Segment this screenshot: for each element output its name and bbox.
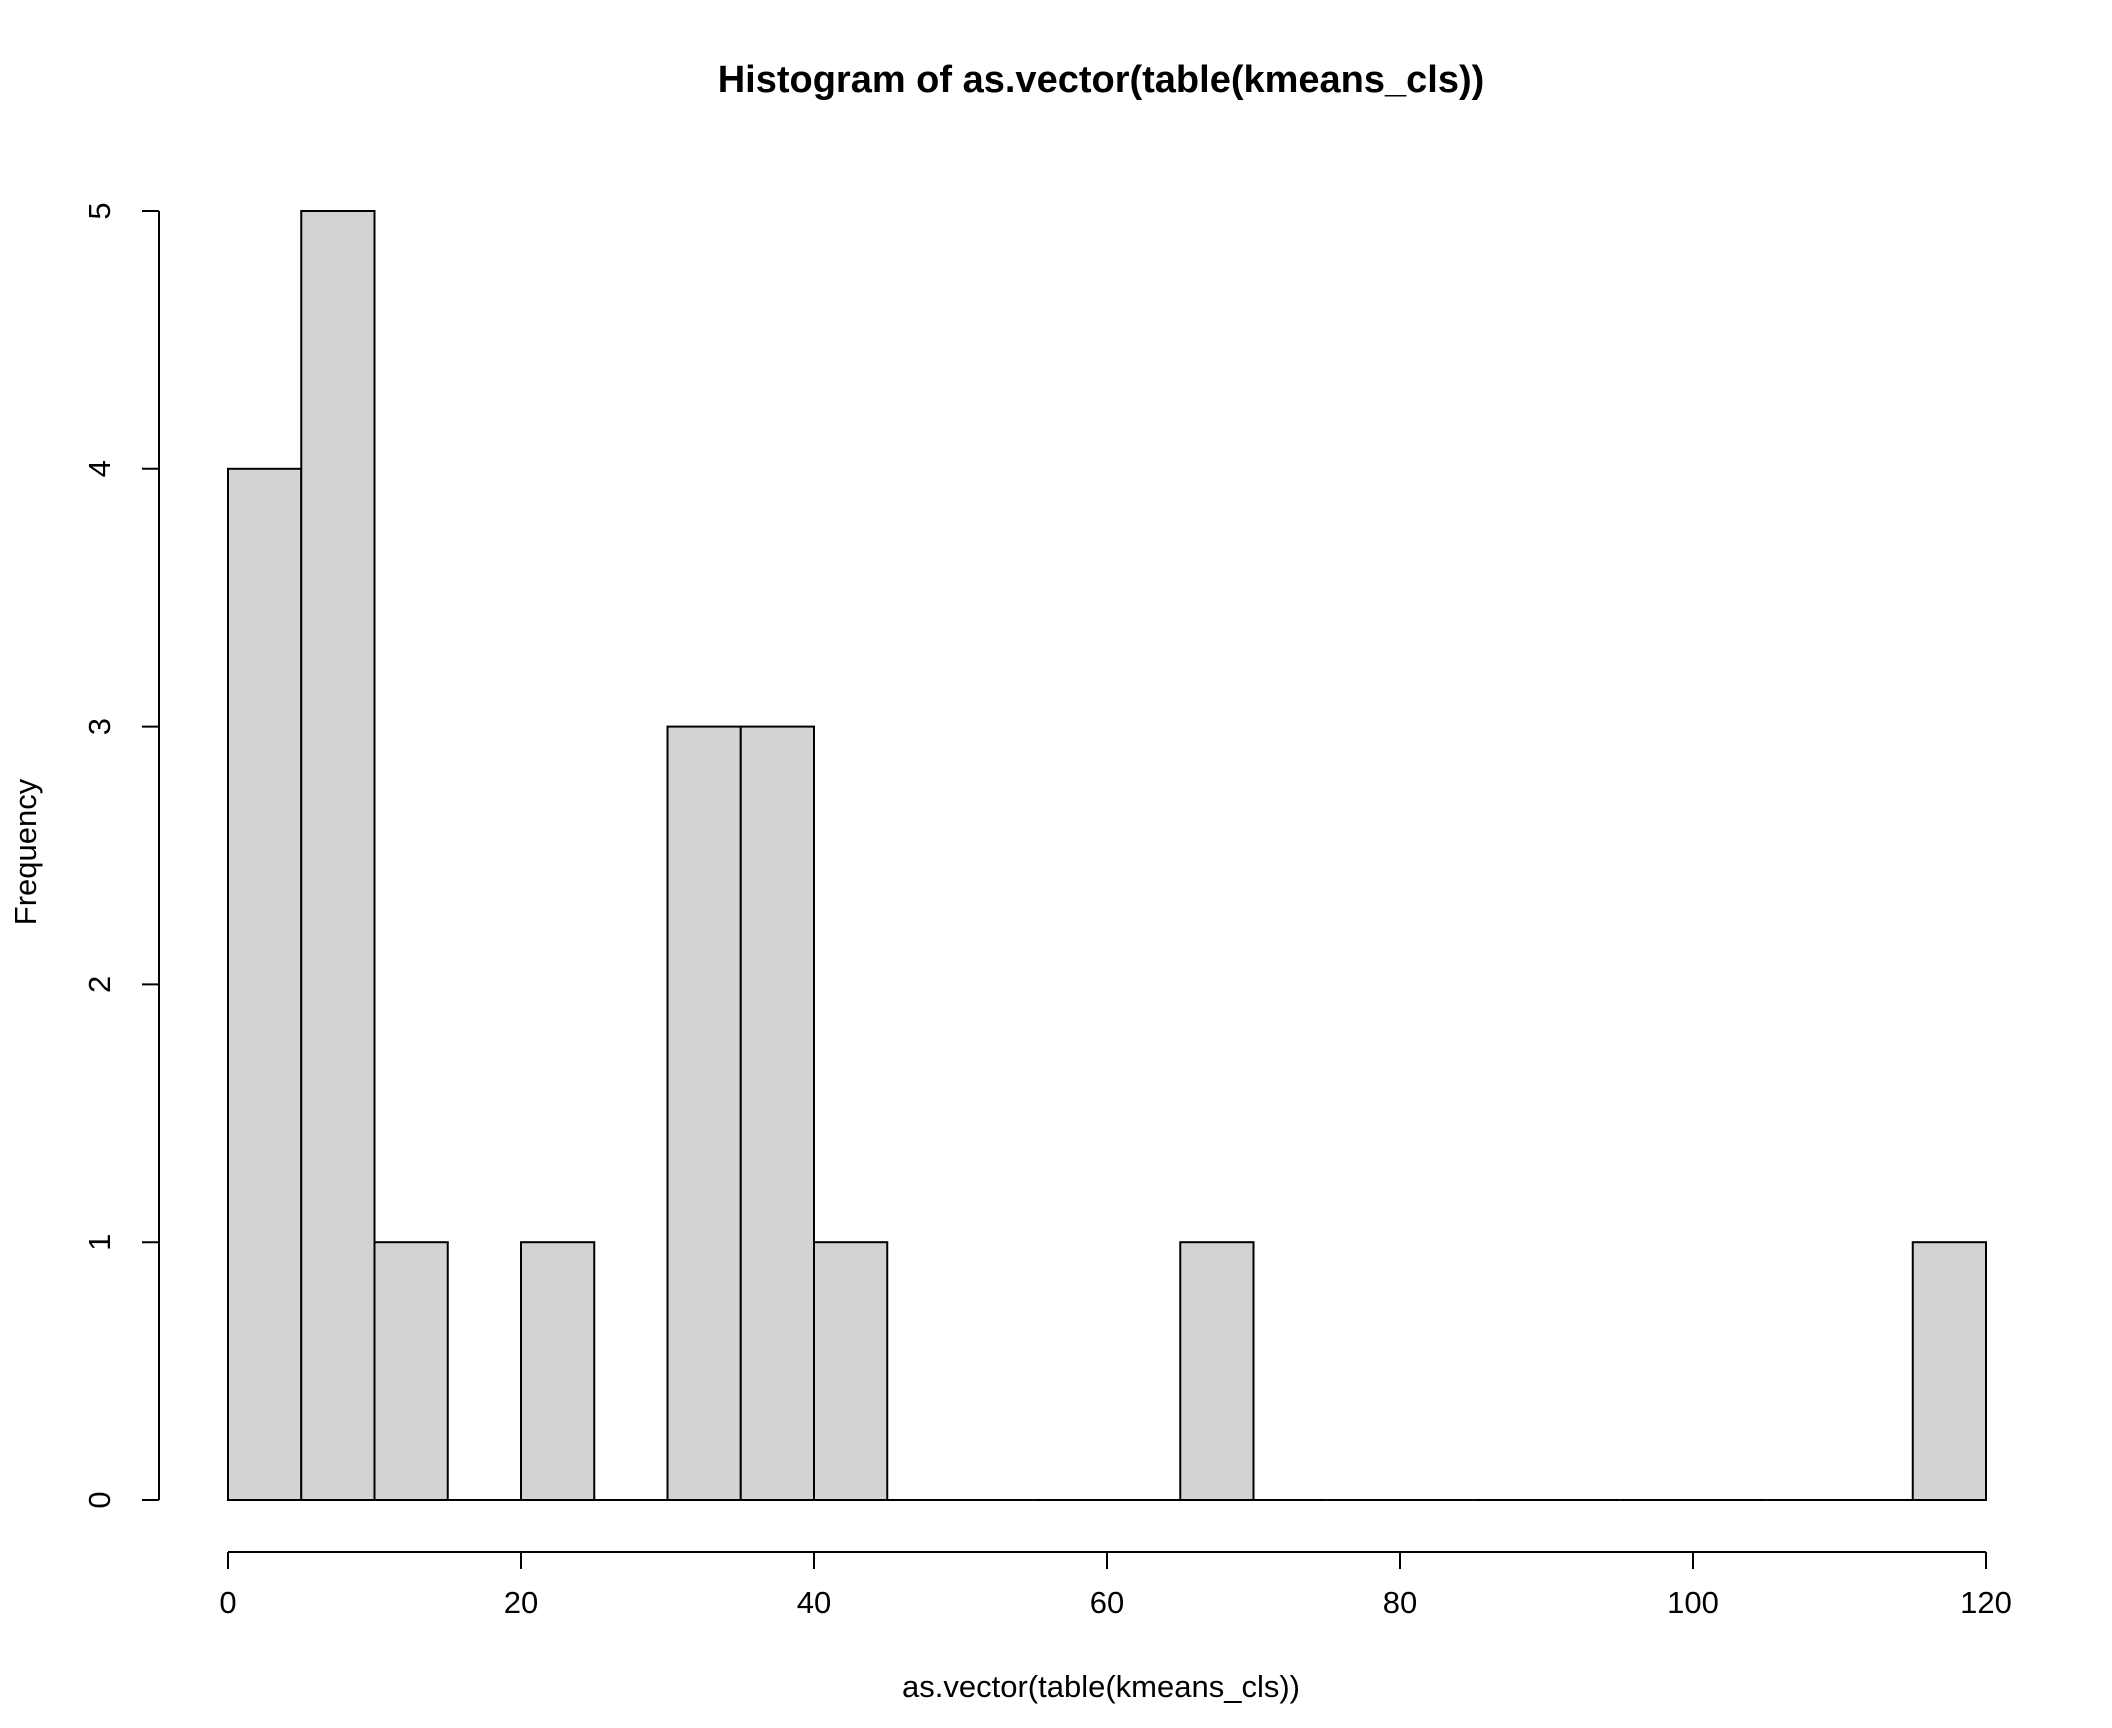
y-axis-label: Frequency [8,778,43,925]
x-tick-label: 0 [219,1585,236,1620]
y-tick-label: 2 [82,976,117,993]
histogram-bar-30-35 [666,725,742,1501]
histogram-bar-40-45 [813,1241,889,1501]
x-tick-label: 60 [1090,1585,1124,1620]
x-axis: 0 20 40 60 80 100 120 [219,1551,2012,1620]
x-tick-label: 120 [1960,1585,2012,1620]
histogram-bar-10-15 [373,1241,449,1501]
histogram-bar-5-10 [300,210,376,1501]
x-axis-label: as.vector(table(kmeans_cls)) [902,1669,1300,1704]
y-axis: 0 1 2 3 4 5 [82,202,160,1509]
chart-title: Histogram of as.vector(table(kmeans_cls)… [718,59,1485,101]
x-tick-label: 40 [797,1585,831,1620]
y-tick-label: 5 [82,202,117,219]
histogram-bar-35-40 [739,725,815,1501]
y-tick-label: 1 [82,1234,117,1251]
histogram-bar-20-25 [520,1241,596,1501]
y-tick-label: 3 [82,718,117,735]
y-tick-label: 4 [82,460,117,477]
x-tick-label: 20 [504,1585,538,1620]
x-tick-label: 100 [1667,1585,1719,1620]
histogram-bar-65-70 [1179,1241,1255,1501]
x-tick-label: 80 [1383,1585,1417,1620]
bars-group [227,210,1987,1501]
y-tick-label: 0 [82,1491,117,1508]
histogram-bar-0-5 [227,467,303,1501]
histogram-bar-115-120 [1911,1241,1987,1501]
